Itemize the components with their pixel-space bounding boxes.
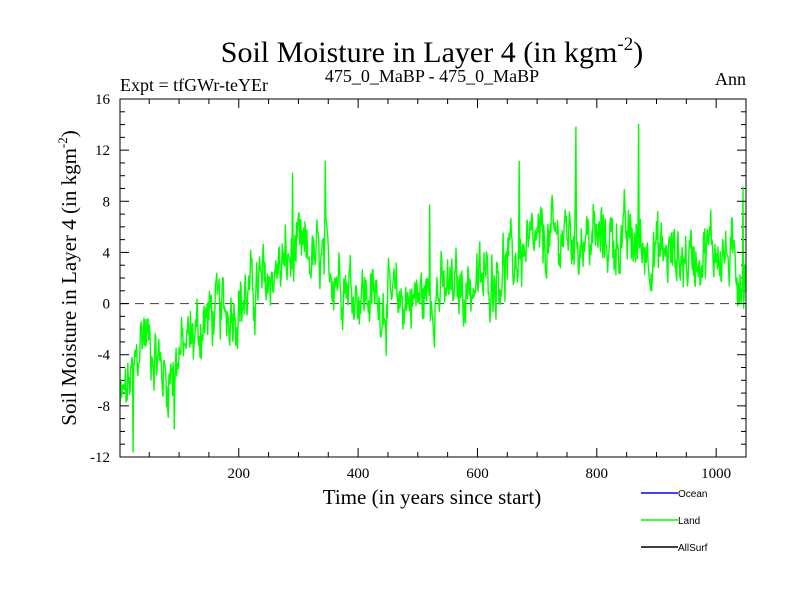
x-ticks: 200 400 600 800 1000 [228,99,731,482]
x-tick-label: 800 [586,466,609,482]
y-tick-label: -4 [98,348,111,364]
y-tick-label: 4 [103,245,111,261]
legend-label-allsurf: AllSurf [678,543,708,554]
land-series-line [120,123,746,453]
plot-area: 200 400 600 800 1000 -12 -8 -4 0 4 8 12 16 [90,92,747,482]
x-tick-label: 1000 [701,466,731,482]
y-tick-label: 0 [103,297,111,313]
legend: Ocean Land AllSurf [641,489,708,554]
x-tick-label: 400 [347,466,370,482]
minor-ticks [120,99,746,457]
legend-label-ocean: Ocean [678,489,707,500]
y-axis-label: Soil Moisture in Layer 4 (in kgm-2) [55,130,81,425]
expt-label: Expt = tfGWr-teYEr [120,75,268,95]
x-tick-label: 200 [228,466,251,482]
y-tick-label: 16 [95,92,111,108]
y-tick-label: -12 [90,450,110,466]
y-ticks: -12 -8 -4 0 4 8 12 16 [90,92,746,466]
y-tick-label: 8 [103,194,111,210]
legend-label-land: Land [678,516,700,527]
x-tick-label: 600 [466,466,489,482]
comparison-label: 475_0_MaBP - 475_0_MaBP [325,66,539,86]
y-tick-label: -8 [98,399,111,415]
x-axis-label: Time (in years since start) [323,485,542,509]
plot-frame [119,98,747,458]
season-label: Ann [715,69,746,89]
chart-title: Soil Moisture in Layer 4 (in kgm-2) [221,34,643,69]
y-tick-label: 12 [95,143,110,159]
